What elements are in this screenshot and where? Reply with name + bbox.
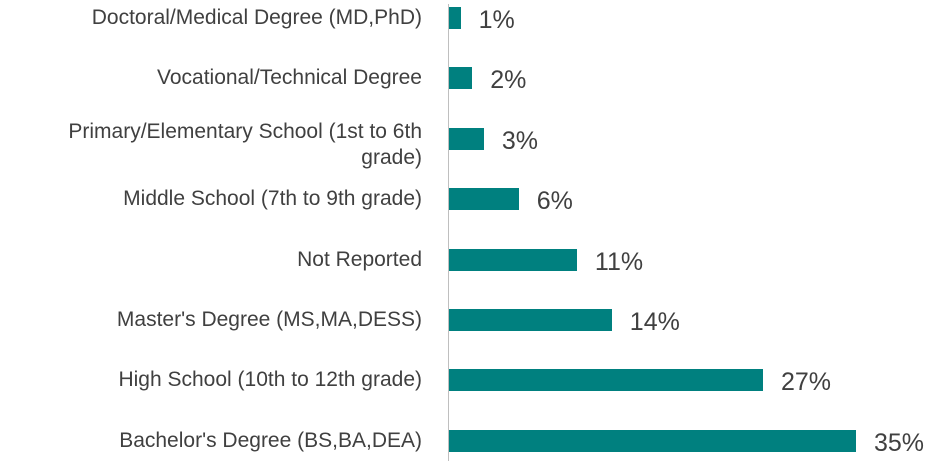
category-label: High School (10th to 12th grade)	[118, 368, 422, 392]
data-label: 11%	[594, 247, 644, 276]
data-label: 14%	[629, 308, 680, 336]
data-label: 3%	[501, 126, 539, 155]
category-label: Not Reported	[297, 247, 422, 271]
bar	[449, 127, 484, 150]
bar	[449, 67, 473, 90]
data-label: 1%	[478, 6, 515, 34]
category-label: Vocational/Technical Degree	[156, 66, 422, 90]
data-label: 6%	[536, 187, 573, 216]
category-label: Master's Degree (MS,MA,DESS)	[116, 308, 422, 331]
bar	[449, 429, 856, 452]
bar	[449, 188, 519, 211]
data-label: 35%	[874, 428, 925, 457]
category-label: Bachelor's Degree (BS,BA,DEA)	[119, 428, 422, 452]
data-label: 27%	[780, 368, 832, 397]
category-axis	[448, 4, 449, 461]
bar	[449, 248, 577, 271]
bar	[449, 369, 763, 392]
category-label: Doctoral/Medical Degree (MD,PhD)	[91, 6, 422, 29]
data-label: 2%	[490, 66, 527, 95]
category-label: Primary/Elementary School (1st to 6th gr…	[68, 119, 422, 169]
bar	[449, 309, 612, 331]
bar	[449, 7, 461, 29]
category-label: Middle School (7th to 9th grade)	[123, 187, 422, 211]
